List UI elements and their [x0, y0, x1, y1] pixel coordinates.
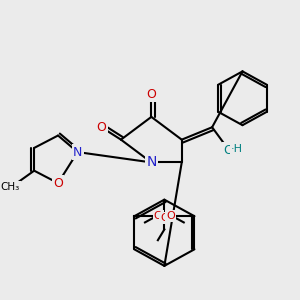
- Text: O: O: [97, 121, 106, 134]
- Text: O: O: [146, 88, 156, 100]
- Text: O: O: [160, 213, 169, 223]
- Text: O: O: [154, 211, 163, 221]
- Text: O: O: [166, 211, 175, 221]
- Text: N: N: [73, 146, 82, 159]
- Text: O: O: [53, 177, 63, 190]
- Text: ·H: ·H: [231, 144, 243, 154]
- Text: N: N: [146, 155, 157, 170]
- Text: O: O: [224, 143, 233, 157]
- Text: CH₃: CH₃: [1, 182, 20, 192]
